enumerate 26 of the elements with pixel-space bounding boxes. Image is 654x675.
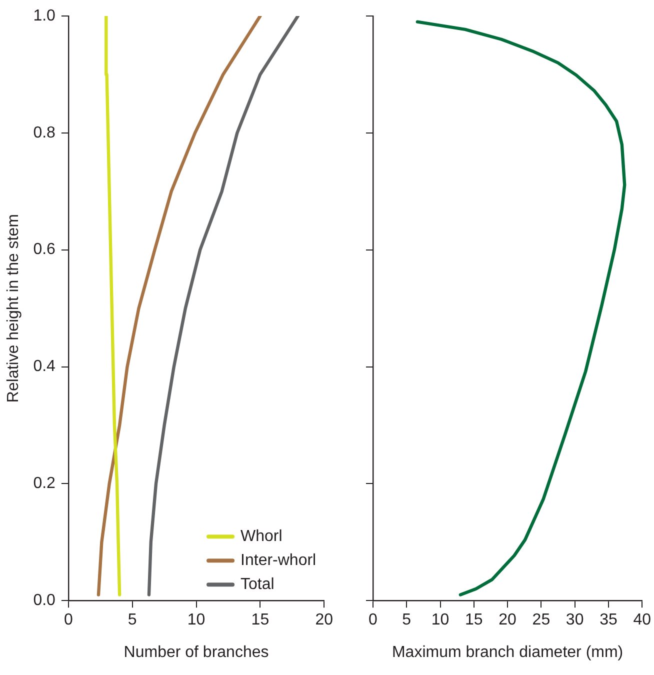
x-tick-label: 20 [315, 612, 334, 629]
x-tick-label: 0 [368, 612, 378, 629]
y-tick-label: 0.2 [33, 475, 56, 492]
x-tick-label: 35 [600, 612, 618, 629]
x-tick-label: 5 [128, 612, 137, 629]
x-tick-label: 15 [465, 612, 483, 629]
legend-label: Whorl [240, 528, 282, 546]
x-tick-label: 5 [402, 612, 412, 629]
x-tick-label: 20 [498, 612, 517, 629]
y-tick-label: 0.4 [33, 358, 56, 376]
x-axis-title: Maximum branch diameter (mm) [392, 644, 624, 661]
x-tick-label: 30 [566, 612, 584, 629]
x-tick-label: 15 [251, 612, 270, 629]
x-tick-label: 25 [532, 612, 550, 629]
x-axis-title: Number of branches [124, 644, 269, 661]
x-tick-label: 40 [633, 612, 652, 629]
y-tick-label: 0.6 [33, 241, 56, 258]
x-tick-label: 10 [187, 612, 206, 629]
x-tick-label: 0 [64, 612, 73, 629]
y-tick-label: 0.8 [33, 124, 56, 142]
y-axis-title: Relative height in the stem [5, 214, 22, 403]
x-tick-label: 10 [431, 612, 450, 629]
legend-label: Total [240, 576, 274, 594]
y-tick-label: 0.0 [33, 592, 56, 610]
legend-label: Inter-whorl [240, 552, 316, 570]
y-tick-label: 1.0 [33, 7, 56, 24]
